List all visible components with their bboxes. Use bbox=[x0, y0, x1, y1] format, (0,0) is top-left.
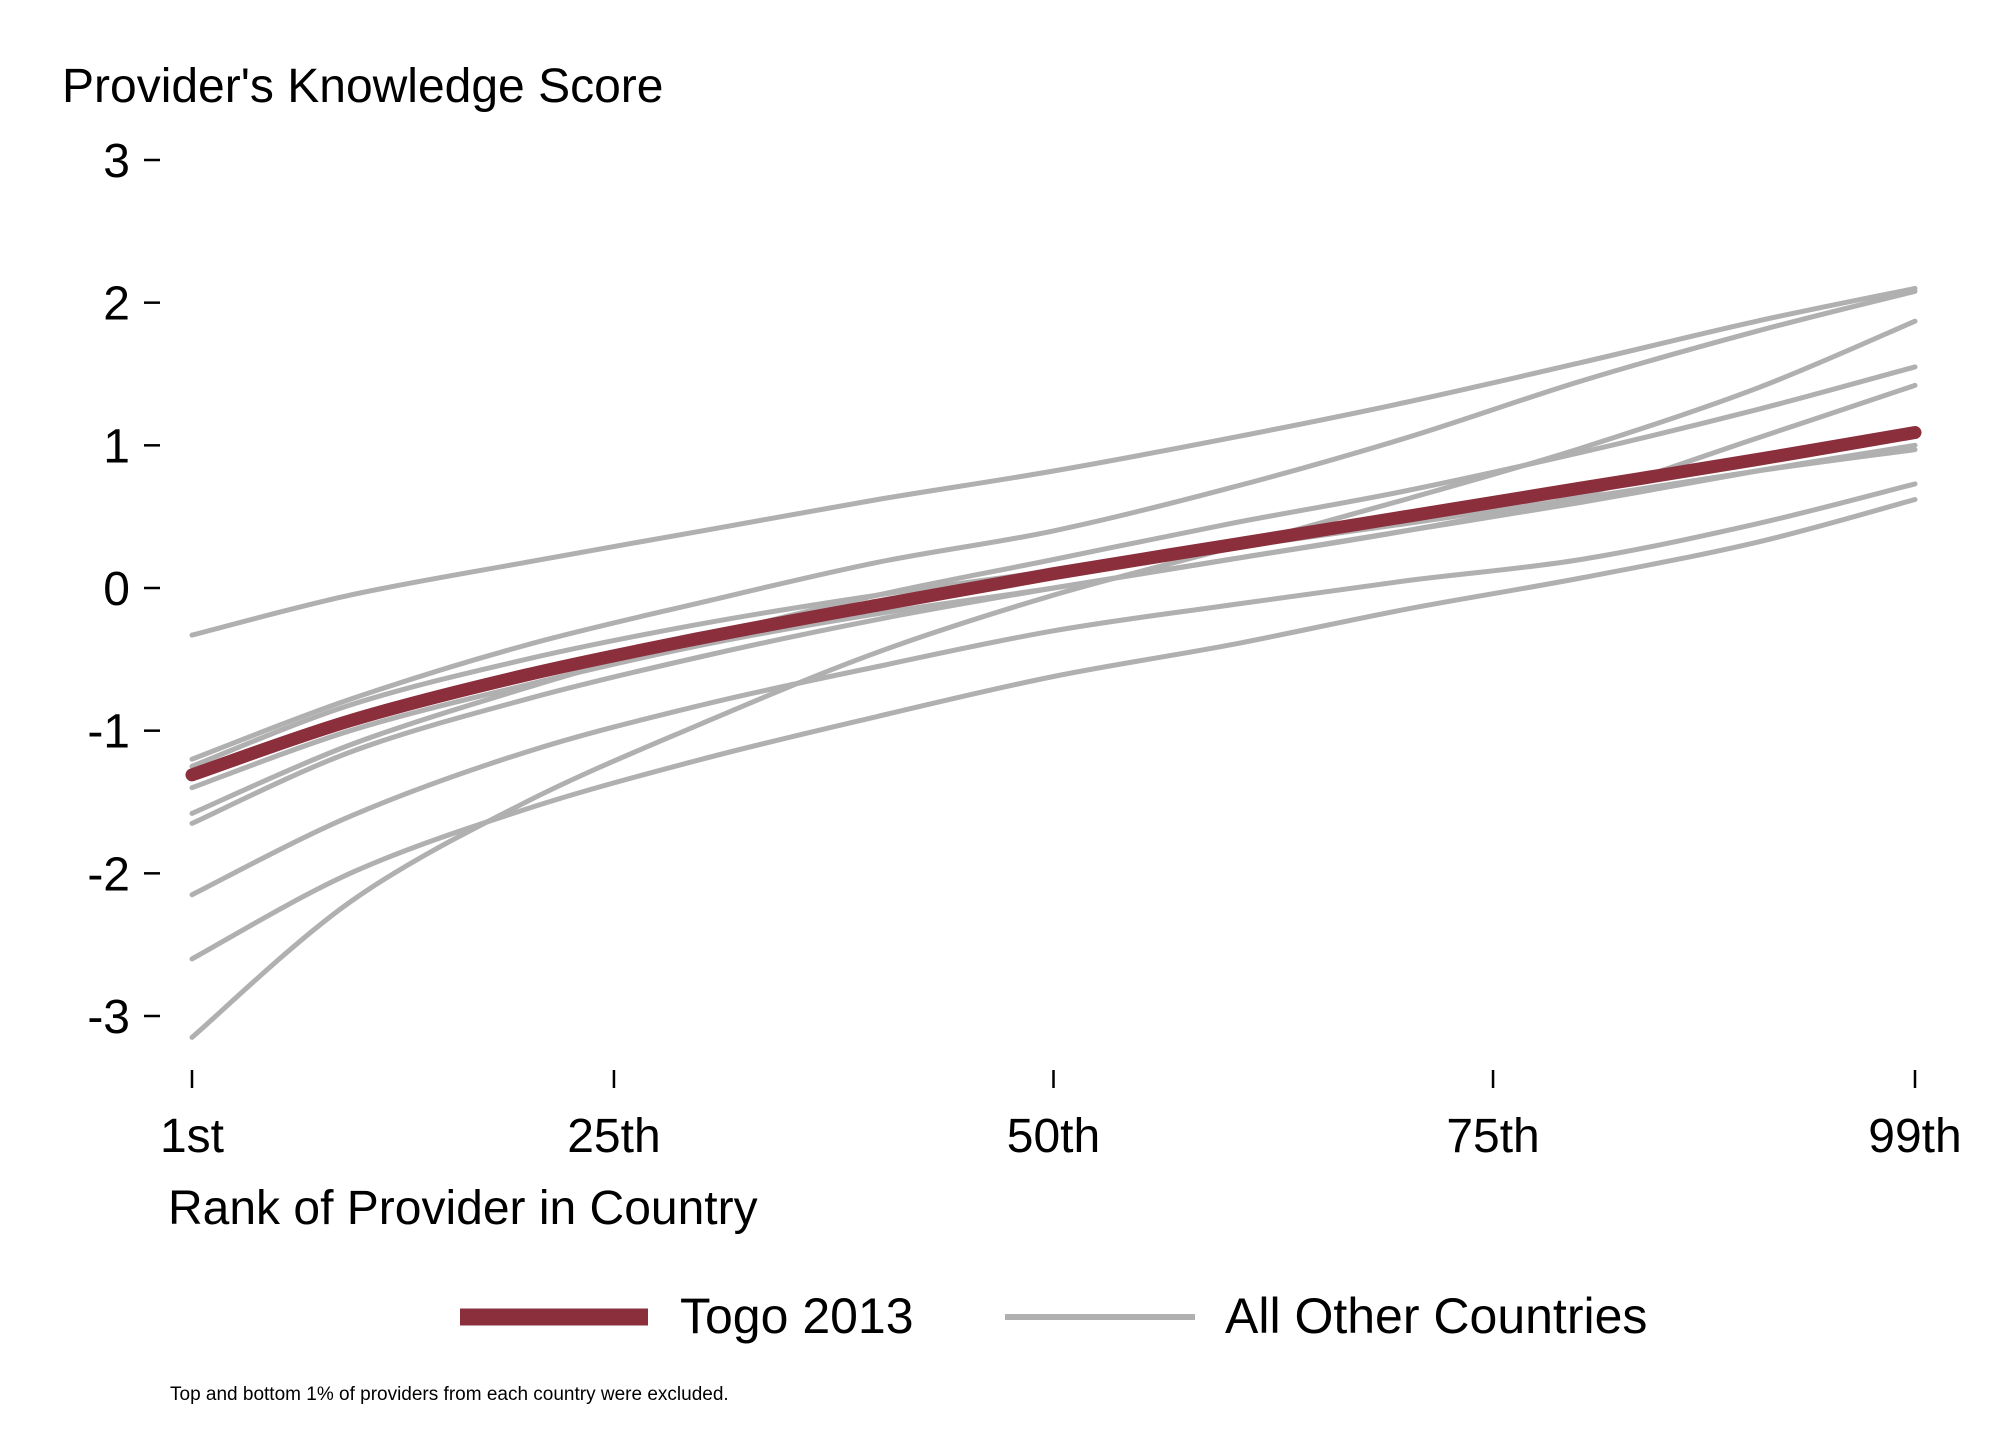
other-country-line-6 bbox=[189, 442, 1918, 826]
x-axis-title: Rank of Provider in Country bbox=[168, 1182, 758, 1235]
y-tick-label: 1 bbox=[103, 420, 130, 473]
y-tick-label: 0 bbox=[103, 563, 130, 616]
other-country-line-3 bbox=[189, 364, 1918, 816]
legend-label-togo: Togo 2013 bbox=[680, 1288, 914, 1344]
y-tick-label: 3 bbox=[103, 135, 130, 188]
x-axis: 1st 25th 50th 75th 99th bbox=[160, 1070, 1962, 1163]
y-axis-title: Provider's Knowledge Score bbox=[62, 60, 663, 113]
y-tick-label: -1 bbox=[87, 706, 130, 759]
legend-label-other-countries: All Other Countries bbox=[1225, 1288, 1647, 1344]
x-tick-label: 25th bbox=[567, 1110, 660, 1163]
other-country-line-1 bbox=[189, 285, 1918, 638]
other-country-line-2 bbox=[189, 288, 1918, 762]
togo-2013-line bbox=[185, 426, 1922, 782]
other-country-line-4 bbox=[189, 318, 1918, 1040]
series-layer bbox=[185, 285, 1922, 1040]
y-tick-label: -2 bbox=[87, 848, 130, 901]
other-country-line-8 bbox=[189, 481, 1918, 898]
other-country-line-9 bbox=[189, 497, 1918, 962]
x-tick-label: 1st bbox=[160, 1110, 224, 1163]
y-axis: 3 2 1 0 -1 -2 -3 bbox=[87, 135, 160, 1044]
x-tick-label: 50th bbox=[1007, 1110, 1100, 1163]
y-tick-label: 2 bbox=[103, 278, 130, 331]
x-tick-label: 75th bbox=[1446, 1110, 1539, 1163]
x-tick-label: 99th bbox=[1868, 1110, 1961, 1163]
footnote: Top and bottom 1% of providers from each… bbox=[170, 1384, 729, 1405]
y-tick-label: -3 bbox=[87, 991, 130, 1044]
legend: Togo 2013 All Other Countries bbox=[460, 1288, 1647, 1344]
